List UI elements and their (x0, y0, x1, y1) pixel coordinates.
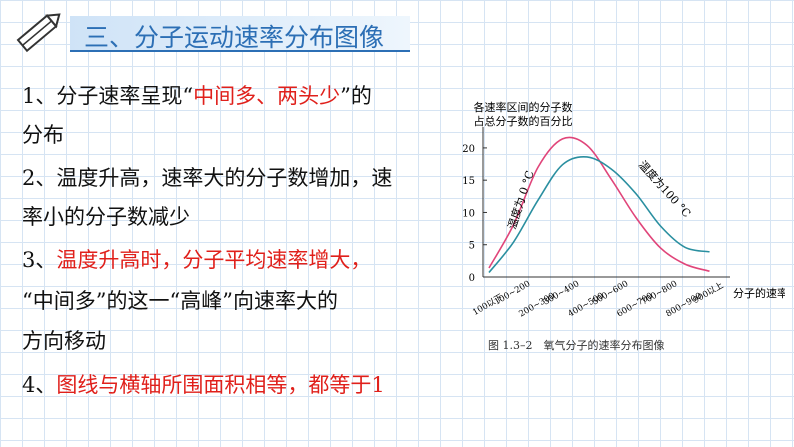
x-axis-label: 分子的速率 (733, 286, 785, 300)
text-run: 图线与横轴所围面积相等，都等于1 (56, 373, 385, 397)
caption: 图 1.3–2 氧气分子的速率分布图像 (488, 338, 665, 352)
point-line: 1、分子速率呈现“中间多、两头少”的 (22, 80, 372, 110)
text-run: 1、分子速率呈现“ (22, 84, 194, 108)
y-tick-label: 20 (462, 144, 475, 155)
y-tick-label: 10 (462, 208, 475, 219)
point-line: 3、温度升高时，分子平均速率增大， (22, 244, 371, 274)
point-line: 方向移动 (22, 325, 106, 355)
text-run: “中间多”的这一“高峰”向速率大的 (22, 289, 338, 313)
point-line: 分布 (22, 119, 64, 149)
series-line (488, 155, 710, 273)
point-line: “中间多”的这一“高峰”向速率大的 (22, 285, 338, 315)
point-line: 率小的分子数减少 (22, 201, 190, 231)
title: 三、分子运动速率分布图像 (84, 23, 385, 52)
y-axis-label: 占总分子数的百分比 (474, 114, 573, 128)
point-line: 2、温度升高，速率大的分子数增加，速 (22, 162, 392, 192)
text-run: 3、 (22, 248, 57, 272)
text-run: 4、 (22, 373, 57, 397)
point-line: 4、图线与横轴所围面积相等，都等于1 (22, 369, 385, 399)
text-run: 中间多、两头少 (193, 84, 341, 108)
series-label: 温度为100 °C (636, 158, 694, 220)
y-tick-label: 0 (469, 273, 475, 284)
text-run: 温度升高时，分子平均速率增大， (56, 248, 372, 272)
text-run: ”的 (340, 84, 372, 108)
title-bar (70, 16, 410, 52)
text-run: 率小的分子数减少 (22, 205, 190, 229)
y-tick-label: 15 (462, 176, 475, 187)
y-axis-label: 各速率区间的分子数 (474, 100, 573, 114)
text-run: 2、温度升高，速率大的分子数增加，速 (22, 166, 393, 190)
text-run: 分布 (22, 123, 64, 147)
text-run: 方向移动 (22, 329, 106, 353)
series-label: 温度为 0 °C (505, 169, 537, 231)
y-tick-label: 5 (469, 241, 475, 252)
pencil-icon (16, 13, 61, 53)
